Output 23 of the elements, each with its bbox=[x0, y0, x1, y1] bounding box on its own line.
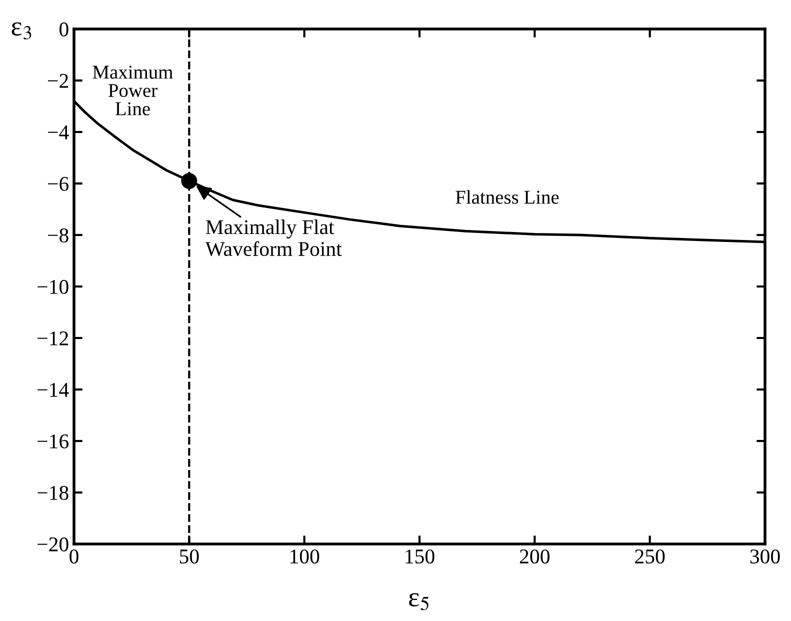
x-tick-label: 250 bbox=[635, 549, 665, 564]
x-tick-label: 0 bbox=[70, 549, 78, 564]
y-tick-label: −6 bbox=[48, 176, 69, 191]
y-tick-label: −20 bbox=[38, 537, 68, 552]
x-tick-label: 200 bbox=[520, 549, 550, 564]
x-tick-label: 100 bbox=[290, 549, 320, 564]
y-tick-label: −8 bbox=[48, 228, 68, 242]
annotation: Flatness Line bbox=[456, 190, 559, 204]
y-axis-title: ε$_{3}$ bbox=[12, 22, 32, 40]
y-tick-label: −18 bbox=[38, 486, 68, 500]
annotation: Maximally Flat Waveform Point bbox=[205, 220, 342, 256]
y-tick-label: −4 bbox=[48, 126, 69, 140]
y-tick-label: −14 bbox=[38, 382, 69, 397]
x-axis-title: ε$_{5}$ bbox=[409, 593, 429, 610]
y-tick-label: −16 bbox=[38, 434, 69, 448]
y-tick-label: −10 bbox=[38, 280, 68, 294]
y-tick-label: −2 bbox=[48, 74, 68, 88]
x-tick-label: 150 bbox=[406, 549, 434, 564]
y-tick-label: 0 bbox=[60, 22, 68, 36]
x-tick-label: 50 bbox=[180, 549, 199, 564]
y-tick-label: −12 bbox=[38, 331, 68, 346]
x-tick-label: 300 bbox=[750, 549, 780, 564]
annotation: Maximum Power Line bbox=[92, 66, 173, 116]
